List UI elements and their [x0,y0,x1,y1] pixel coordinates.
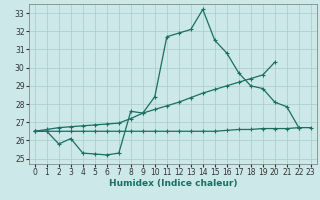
X-axis label: Humidex (Indice chaleur): Humidex (Indice chaleur) [108,179,237,188]
